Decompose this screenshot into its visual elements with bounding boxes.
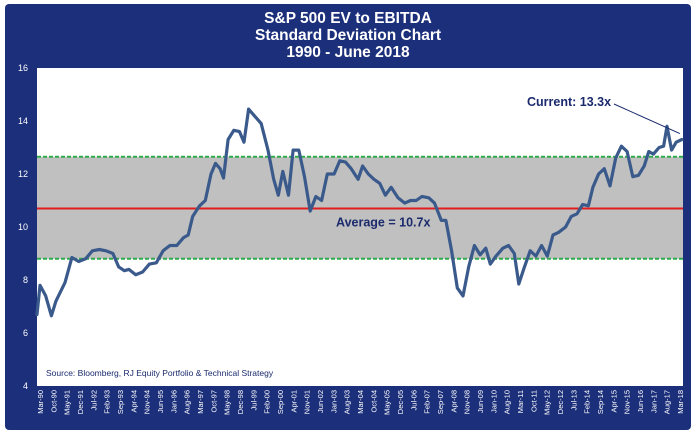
x-tick-label: Nov-01 (303, 390, 312, 414)
x-tick-label: Sep-07 (436, 390, 445, 414)
x-tick-label: Apr-94 (129, 390, 138, 413)
x-tick-label: Sep-93 (116, 390, 125, 414)
x-tick-label: Jun-95 (156, 390, 165, 413)
x-tick-label: Jan-96 (169, 390, 178, 413)
y-tick-label: 4 (23, 381, 28, 391)
x-tick-label: Jan-03 (329, 390, 338, 413)
x-tick-label: Jun-02 (316, 390, 325, 413)
x-tick-label: Aug-96 (183, 390, 192, 414)
x-tick-label: Apr-15 (609, 390, 618, 413)
y-tick-label: 8 (23, 275, 28, 285)
y-tick-label: 16 (18, 63, 28, 73)
x-tick-label: Aug-03 (343, 390, 352, 414)
x-tick-label: Oct-11 (529, 390, 538, 412)
x-tick-label: Feb-00 (263, 390, 272, 414)
series-line (35, 107, 684, 318)
x-tick-label: Jul-13 (569, 390, 578, 410)
title-line-3: 1990 - June 2018 (286, 44, 410, 61)
x-tick-label: Sep-14 (596, 390, 605, 414)
current-annotation: Current: 13.3x (527, 95, 611, 109)
x-tick-label: Apr-08 (449, 390, 458, 413)
x-tick-label: Oct-90 (49, 390, 58, 413)
x-tick-label: Apr-01 (289, 390, 298, 413)
x-tick-label: Sep-00 (276, 390, 285, 414)
y-tick-label: 14 (18, 116, 28, 126)
y-tick-label: 10 (18, 222, 28, 232)
x-tick-label: Feb-14 (583, 390, 592, 414)
x-tick-label: Dec-91 (76, 390, 85, 414)
x-tick-label: Jan-10 (489, 390, 498, 413)
x-tick-label: Nov-15 (623, 390, 632, 414)
x-tick-label: Oct-97 (209, 390, 218, 413)
x-tick-label: May-91 (63, 390, 72, 415)
x-tick-label: Nov-94 (143, 390, 152, 414)
x-tick-label: Jul-99 (249, 390, 258, 410)
x-tick-label: Jun-16 (636, 390, 645, 413)
x-tick-label: Jun-09 (476, 390, 485, 413)
y-tick-label: 12 (18, 169, 28, 179)
source-note: Source: Bloomberg, RJ Equity Portfolio &… (46, 368, 274, 378)
average-annotation: Average = 10.7x (336, 215, 430, 229)
x-tick-label: Jul-06 (409, 390, 418, 410)
title-line-2: Standard Deviation Chart (254, 27, 442, 44)
y-tick-label: 6 (23, 328, 28, 338)
x-tick-label: Mar-97 (196, 390, 205, 414)
x-tick-label: Aug-10 (503, 390, 512, 414)
x-tick-label: Mar-90 (36, 390, 45, 414)
x-tick-label: May-98 (223, 390, 232, 415)
chart-title: S&P 500 EV to EBITDA Standard Deviation … (5, 10, 691, 61)
x-tick-label: Nov-08 (463, 390, 472, 414)
title-line-1: S&P 500 EV to EBITDA (264, 10, 432, 27)
x-tick-label: Mar-04 (356, 390, 365, 414)
x-tick-label: May-05 (383, 390, 392, 415)
x-axis: Mar-90 Oct-90 May-91 Dec-91 Jul-92 Feb-93 Sep-… (36, 390, 685, 415)
x-tick-label: Dec-12 (556, 390, 565, 414)
x-tick-label: Jan-17 (649, 390, 658, 413)
x-tick-label: Aug-17 (663, 390, 672, 414)
current-pointer-line (613, 103, 681, 135)
x-tick-label: Mar-11 (516, 390, 525, 413)
x-tick-label: Oct-04 (369, 390, 378, 413)
y-axis: 4 6 8 10 12 14 16 (18, 63, 28, 391)
x-tick-label: Mar-18 (676, 390, 685, 414)
x-tick-label: Feb-07 (423, 390, 432, 414)
x-tick-label: Feb-93 (103, 390, 112, 414)
x-tick-label: Dec-98 (236, 390, 245, 414)
x-tick-label: Dec-05 (396, 390, 405, 414)
x-tick-label: Jul-92 (89, 390, 98, 410)
x-tick-label: May-12 (543, 390, 552, 415)
